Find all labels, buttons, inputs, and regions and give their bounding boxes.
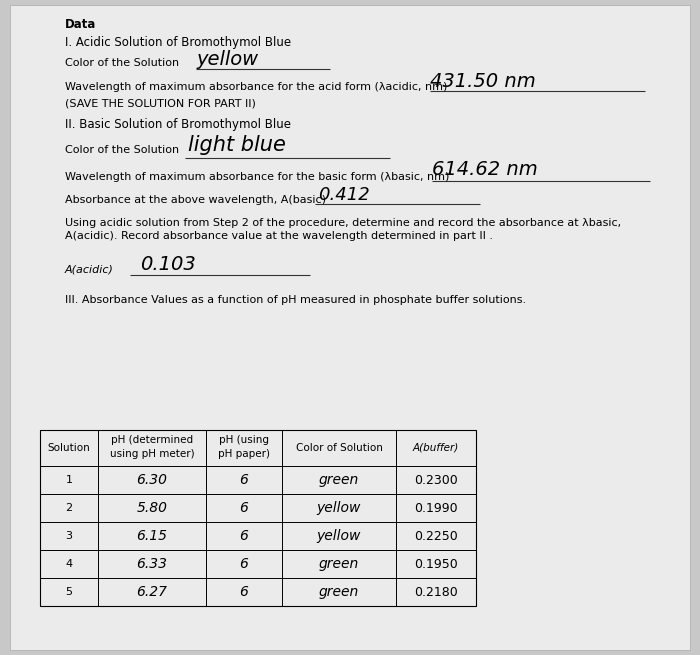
Text: III. Absorbance Values as a function of pH measured in phosphate buffer solution: III. Absorbance Values as a function of … <box>65 295 526 305</box>
Text: Data: Data <box>65 18 97 31</box>
Text: 0.2300: 0.2300 <box>414 474 458 487</box>
Text: 2: 2 <box>65 503 73 513</box>
Text: 0.2250: 0.2250 <box>414 529 458 542</box>
Text: light blue: light blue <box>188 135 286 155</box>
Text: Wavelength of maximum absorbance for the acid form (λacidic, nm): Wavelength of maximum absorbance for the… <box>65 82 447 92</box>
Text: 6.15: 6.15 <box>136 529 167 543</box>
Text: Solution: Solution <box>48 443 90 453</box>
Text: 0.1950: 0.1950 <box>414 557 458 571</box>
Text: 1: 1 <box>66 475 73 485</box>
Text: 6: 6 <box>239 501 248 515</box>
Text: 0.412: 0.412 <box>318 186 370 204</box>
Text: 0.2180: 0.2180 <box>414 586 458 599</box>
Text: 431.50 nm: 431.50 nm <box>430 72 536 91</box>
Text: yellow: yellow <box>317 501 361 515</box>
Text: Absorbance at the above wavelength, A(basic): Absorbance at the above wavelength, A(ba… <box>65 195 326 205</box>
Text: II. Basic Solution of Bromothymol Blue: II. Basic Solution of Bromothymol Blue <box>65 118 291 131</box>
Text: Color of Solution: Color of Solution <box>295 443 382 453</box>
Text: 5: 5 <box>66 587 73 597</box>
Text: A(buffer): A(buffer) <box>413 443 459 453</box>
Text: yellow: yellow <box>196 50 258 69</box>
Text: Wavelength of maximum absorbance for the basic form (λbasic, nm): Wavelength of maximum absorbance for the… <box>65 172 449 182</box>
Text: 614.62 nm: 614.62 nm <box>432 160 538 179</box>
Text: pH paper): pH paper) <box>218 449 270 459</box>
Bar <box>40 430 476 606</box>
Text: 6.27: 6.27 <box>136 585 167 599</box>
Text: 5.80: 5.80 <box>136 501 167 515</box>
Text: I. Acidic Solution of Bromothymol Blue: I. Acidic Solution of Bromothymol Blue <box>65 36 291 49</box>
Text: 4: 4 <box>65 559 73 569</box>
Text: Using acidic solution from Step 2 of the procedure, determine and record the abs: Using acidic solution from Step 2 of the… <box>65 218 621 228</box>
Text: pH (determined: pH (determined <box>111 435 193 445</box>
Text: 6: 6 <box>239 473 248 487</box>
Text: 6: 6 <box>239 585 248 599</box>
Text: (SAVE THE SOLUTION FOR PART II): (SAVE THE SOLUTION FOR PART II) <box>65 98 256 108</box>
Text: 6: 6 <box>239 557 248 571</box>
Text: Color of the Solution: Color of the Solution <box>65 145 179 155</box>
Text: green: green <box>319 585 359 599</box>
Text: 3: 3 <box>66 531 73 541</box>
Text: A(acidic): A(acidic) <box>65 265 114 275</box>
Text: A(acidic). Record absorbance value at the wavelength determined in part II .: A(acidic). Record absorbance value at th… <box>65 231 493 241</box>
Text: 6.33: 6.33 <box>136 557 167 571</box>
Text: Color of the Solution: Color of the Solution <box>65 58 179 68</box>
Text: 0.1990: 0.1990 <box>414 502 458 514</box>
Text: 0.103: 0.103 <box>140 255 196 274</box>
Text: using pH meter): using pH meter) <box>110 449 195 459</box>
Text: green: green <box>319 473 359 487</box>
Text: yellow: yellow <box>317 529 361 543</box>
Text: pH (using: pH (using <box>219 435 269 445</box>
Text: green: green <box>319 557 359 571</box>
Text: 6: 6 <box>239 529 248 543</box>
Text: 6.30: 6.30 <box>136 473 167 487</box>
